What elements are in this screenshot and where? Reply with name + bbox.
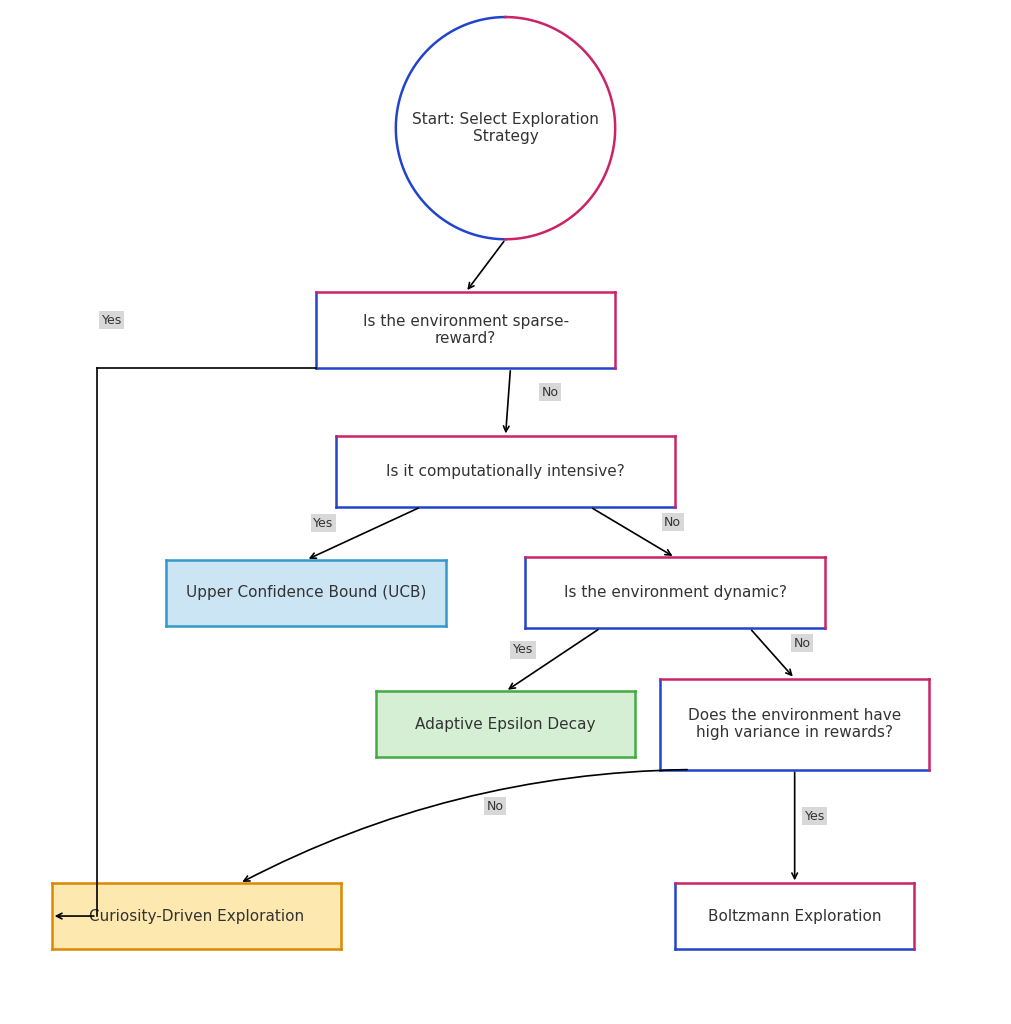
Text: Is it computationally intensive?: Is it computationally intensive? <box>386 464 625 479</box>
Text: Yes: Yes <box>313 517 334 529</box>
FancyBboxPatch shape <box>526 557 825 628</box>
Text: Is the environment dynamic?: Is the environment dynamic? <box>563 586 787 600</box>
Text: Boltzmann Exploration: Boltzmann Exploration <box>708 908 882 924</box>
Text: Yes: Yes <box>101 313 121 327</box>
Text: Does the environment have
high variance in rewards?: Does the environment have high variance … <box>688 708 901 740</box>
FancyBboxPatch shape <box>660 679 929 770</box>
Text: Adaptive Epsilon Decay: Adaptive Epsilon Decay <box>416 717 595 731</box>
Text: No: No <box>486 800 503 813</box>
FancyBboxPatch shape <box>52 884 341 949</box>
FancyBboxPatch shape <box>167 560 446 626</box>
FancyBboxPatch shape <box>336 436 675 507</box>
Text: Start: Select Exploration
Strategy: Start: Select Exploration Strategy <box>412 112 599 144</box>
Text: No: No <box>664 516 681 528</box>
Text: Curiosity-Driven Exploration: Curiosity-Driven Exploration <box>89 908 304 924</box>
Text: No: No <box>542 386 559 398</box>
Circle shape <box>396 17 615 240</box>
FancyBboxPatch shape <box>376 691 635 757</box>
Text: Yes: Yes <box>513 643 533 656</box>
FancyBboxPatch shape <box>675 884 914 949</box>
Text: Upper Confidence Bound (UCB): Upper Confidence Bound (UCB) <box>186 586 427 600</box>
FancyBboxPatch shape <box>316 292 615 368</box>
Text: No: No <box>794 637 811 650</box>
Text: Is the environment sparse-
reward?: Is the environment sparse- reward? <box>363 314 568 346</box>
Text: Yes: Yes <box>805 810 825 823</box>
